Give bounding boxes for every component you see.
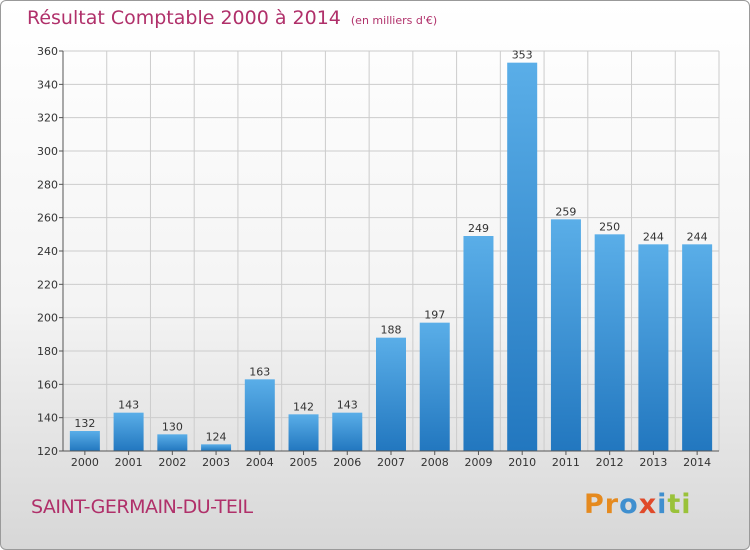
data-label: 353 [512, 49, 533, 62]
y-tick-label: 340 [37, 78, 58, 91]
data-label: 250 [599, 220, 620, 233]
city-name: SAINT-GERMAIN-DU-TEIL [31, 496, 253, 518]
y-tick-label: 180 [37, 345, 58, 358]
y-tick-label: 320 [37, 112, 58, 125]
bar [113, 412, 144, 451]
bar [463, 236, 494, 451]
bar [201, 444, 232, 451]
data-label: 163 [249, 365, 270, 378]
unit-label: (en milliers d'€) [350, 14, 438, 27]
chart-title: Résultat Comptable 2000 à 2014 (en millie… [27, 7, 437, 29]
x-tick-label: 2002 [158, 456, 186, 469]
data-label: 142 [293, 400, 314, 413]
x-tick-label: 2003 [202, 456, 230, 469]
bar [332, 412, 363, 451]
x-tick-label: 2001 [115, 456, 143, 469]
chart-title-text: Résultat Comptable 2000 à 2014 [27, 7, 341, 29]
x-tick-label: 2006 [333, 456, 361, 469]
data-label: 188 [381, 324, 402, 337]
data-label: 143 [337, 399, 358, 412]
axes: 120 140 160 180 200 220 240 260 280 300 320 340 360 2… [37, 45, 719, 469]
bar [550, 219, 581, 451]
x-tick-label: 2012 [596, 456, 624, 469]
x-tick-label: 2004 [246, 456, 274, 469]
data-label: 259 [555, 205, 576, 218]
x-tick-label: 2007 [377, 456, 405, 469]
x-tick-label: 2008 [421, 456, 449, 469]
y-tick-label: 200 [37, 312, 58, 325]
y-tick-label: 300 [37, 145, 58, 158]
bar [594, 234, 625, 451]
y-tick-label: 260 [37, 212, 58, 225]
y-tick-label: 240 [37, 245, 58, 258]
y-tick-label: 220 [37, 278, 58, 291]
data-label: 244 [687, 230, 708, 243]
y-tick-label: 360 [37, 45, 58, 58]
y-tick-label: 140 [37, 412, 58, 425]
y-tick-label: 280 [37, 178, 58, 191]
bar [507, 62, 538, 452]
x-tick-label: 2013 [639, 456, 667, 469]
data-label: 143 [118, 399, 139, 412]
bar [244, 379, 275, 451]
bar [69, 431, 100, 451]
y-tick-label: 120 [37, 445, 58, 458]
y-tick-label: 160 [37, 378, 58, 391]
proxiti-logo: Proxiti [584, 489, 692, 520]
x-tick-label: 2009 [464, 456, 492, 469]
x-tick-label: 2010 [508, 456, 536, 469]
x-tick-label: 2011 [552, 456, 580, 469]
data-label: 124 [206, 430, 227, 443]
x-tick-label: 2005 [290, 456, 318, 469]
x-tick-label: 2000 [71, 456, 99, 469]
data-label: 132 [74, 417, 95, 430]
data-label: 197 [424, 309, 445, 322]
bar [157, 434, 188, 451]
data-label: 244 [643, 230, 664, 243]
bar [638, 244, 669, 451]
data-label: 130 [162, 420, 183, 433]
bar [288, 414, 319, 451]
data-label: 249 [468, 222, 489, 235]
bars: 132 143 130 124 163 142 143 188 197 249 353 259 250 2… [69, 49, 713, 452]
bar [376, 337, 406, 451]
bar [419, 322, 450, 451]
bar [682, 244, 713, 451]
x-tick-label: 2014 [683, 456, 711, 469]
